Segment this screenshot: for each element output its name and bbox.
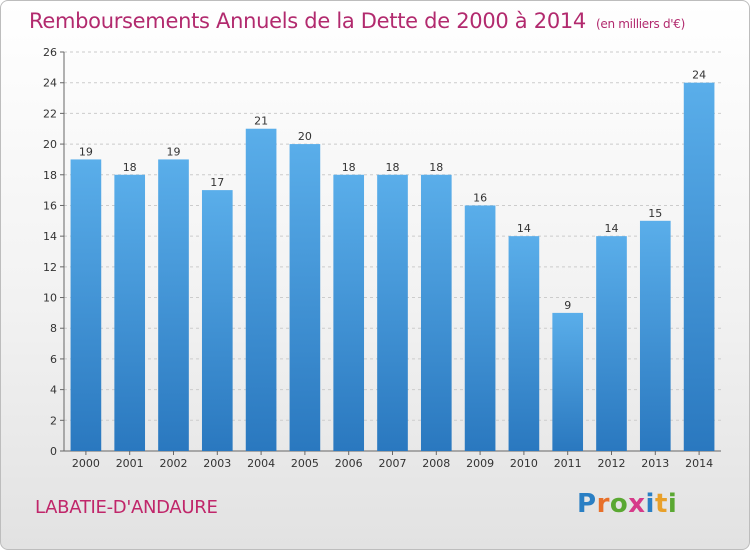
x-tick-label: 2006	[335, 457, 363, 470]
bar	[639, 220, 671, 451]
logo-letter: r	[596, 489, 610, 519]
data-label: 20	[298, 130, 312, 143]
logo-letter: i	[645, 489, 655, 519]
chart-title: Remboursements Annuels de la Dette de 20…	[29, 9, 685, 33]
data-label: 9	[564, 299, 571, 312]
y-tick-label: 10	[43, 292, 57, 305]
y-tick-label: 26	[43, 46, 57, 59]
y-tick-label: 8	[50, 322, 57, 335]
bar	[420, 174, 452, 451]
proxiti-logo: Proxiti	[577, 489, 677, 519]
bar	[552, 312, 584, 451]
y-tick-label: 18	[43, 169, 57, 182]
logo-letter: x	[628, 489, 646, 519]
data-label: 15	[648, 207, 662, 220]
logo-letter: P	[577, 489, 597, 519]
data-label: 19	[167, 145, 181, 158]
labels: 0246810121416182022242619200018200119200…	[43, 46, 713, 470]
logo-letter: i	[667, 489, 678, 519]
data-label: 18	[123, 161, 137, 174]
bar	[596, 236, 627, 451]
x-tick-label: 2002	[160, 457, 188, 470]
y-tick-label: 2	[50, 414, 57, 427]
bar	[333, 174, 365, 451]
bar	[377, 174, 408, 451]
y-tick-label: 4	[50, 384, 57, 397]
x-tick-label: 2009	[466, 457, 494, 470]
data-label: 18	[386, 161, 400, 174]
x-tick-label: 2008	[422, 457, 450, 470]
x-tick-label: 2012	[598, 457, 626, 470]
y-tick-label: 6	[50, 353, 57, 366]
data-label: 19	[79, 145, 93, 158]
y-tick-label: 24	[43, 77, 57, 90]
bar	[70, 159, 102, 451]
data-label: 16	[473, 191, 487, 204]
logo-letter: t	[654, 489, 668, 519]
y-tick-label: 16	[43, 199, 57, 212]
chart-unit: (en milliers d'€)	[596, 17, 686, 31]
y-tick-label: 14	[43, 230, 57, 243]
y-tick-label: 22	[43, 107, 57, 120]
bar	[464, 205, 496, 451]
data-label: 18	[429, 161, 443, 174]
y-tick-label: 12	[43, 261, 57, 274]
bar	[245, 128, 277, 451]
commune-name: LABATIE-D'ANDAURE	[35, 497, 218, 518]
y-tick-label: 20	[43, 138, 57, 151]
x-tick-label: 2000	[72, 457, 100, 470]
chart-title-text: Remboursements Annuels de la Dette de 20…	[29, 9, 586, 33]
x-tick-label: 2014	[685, 457, 713, 470]
bar	[158, 159, 189, 451]
x-tick-label: 2003	[203, 457, 231, 470]
x-tick-label: 2004	[247, 457, 275, 470]
x-tick-label: 2011	[554, 457, 582, 470]
bars	[70, 82, 715, 452]
x-tick-label: 2005	[291, 457, 319, 470]
bar	[201, 190, 233, 451]
data-label: 24	[692, 69, 706, 82]
data-label: 21	[254, 115, 268, 128]
bar	[683, 82, 715, 451]
bar	[508, 236, 540, 451]
data-label: 17	[210, 176, 224, 189]
logo-letter: o	[609, 489, 629, 519]
bar	[114, 174, 146, 451]
x-tick-label: 2010	[510, 457, 538, 470]
data-label: 14	[605, 222, 619, 235]
x-tick-label: 2007	[379, 457, 407, 470]
y-tick-label: 0	[50, 445, 57, 458]
x-tick-label: 2013	[641, 457, 669, 470]
data-label: 14	[517, 222, 531, 235]
data-label: 18	[342, 161, 356, 174]
bar	[289, 144, 321, 452]
x-tick-label: 2001	[116, 457, 144, 470]
